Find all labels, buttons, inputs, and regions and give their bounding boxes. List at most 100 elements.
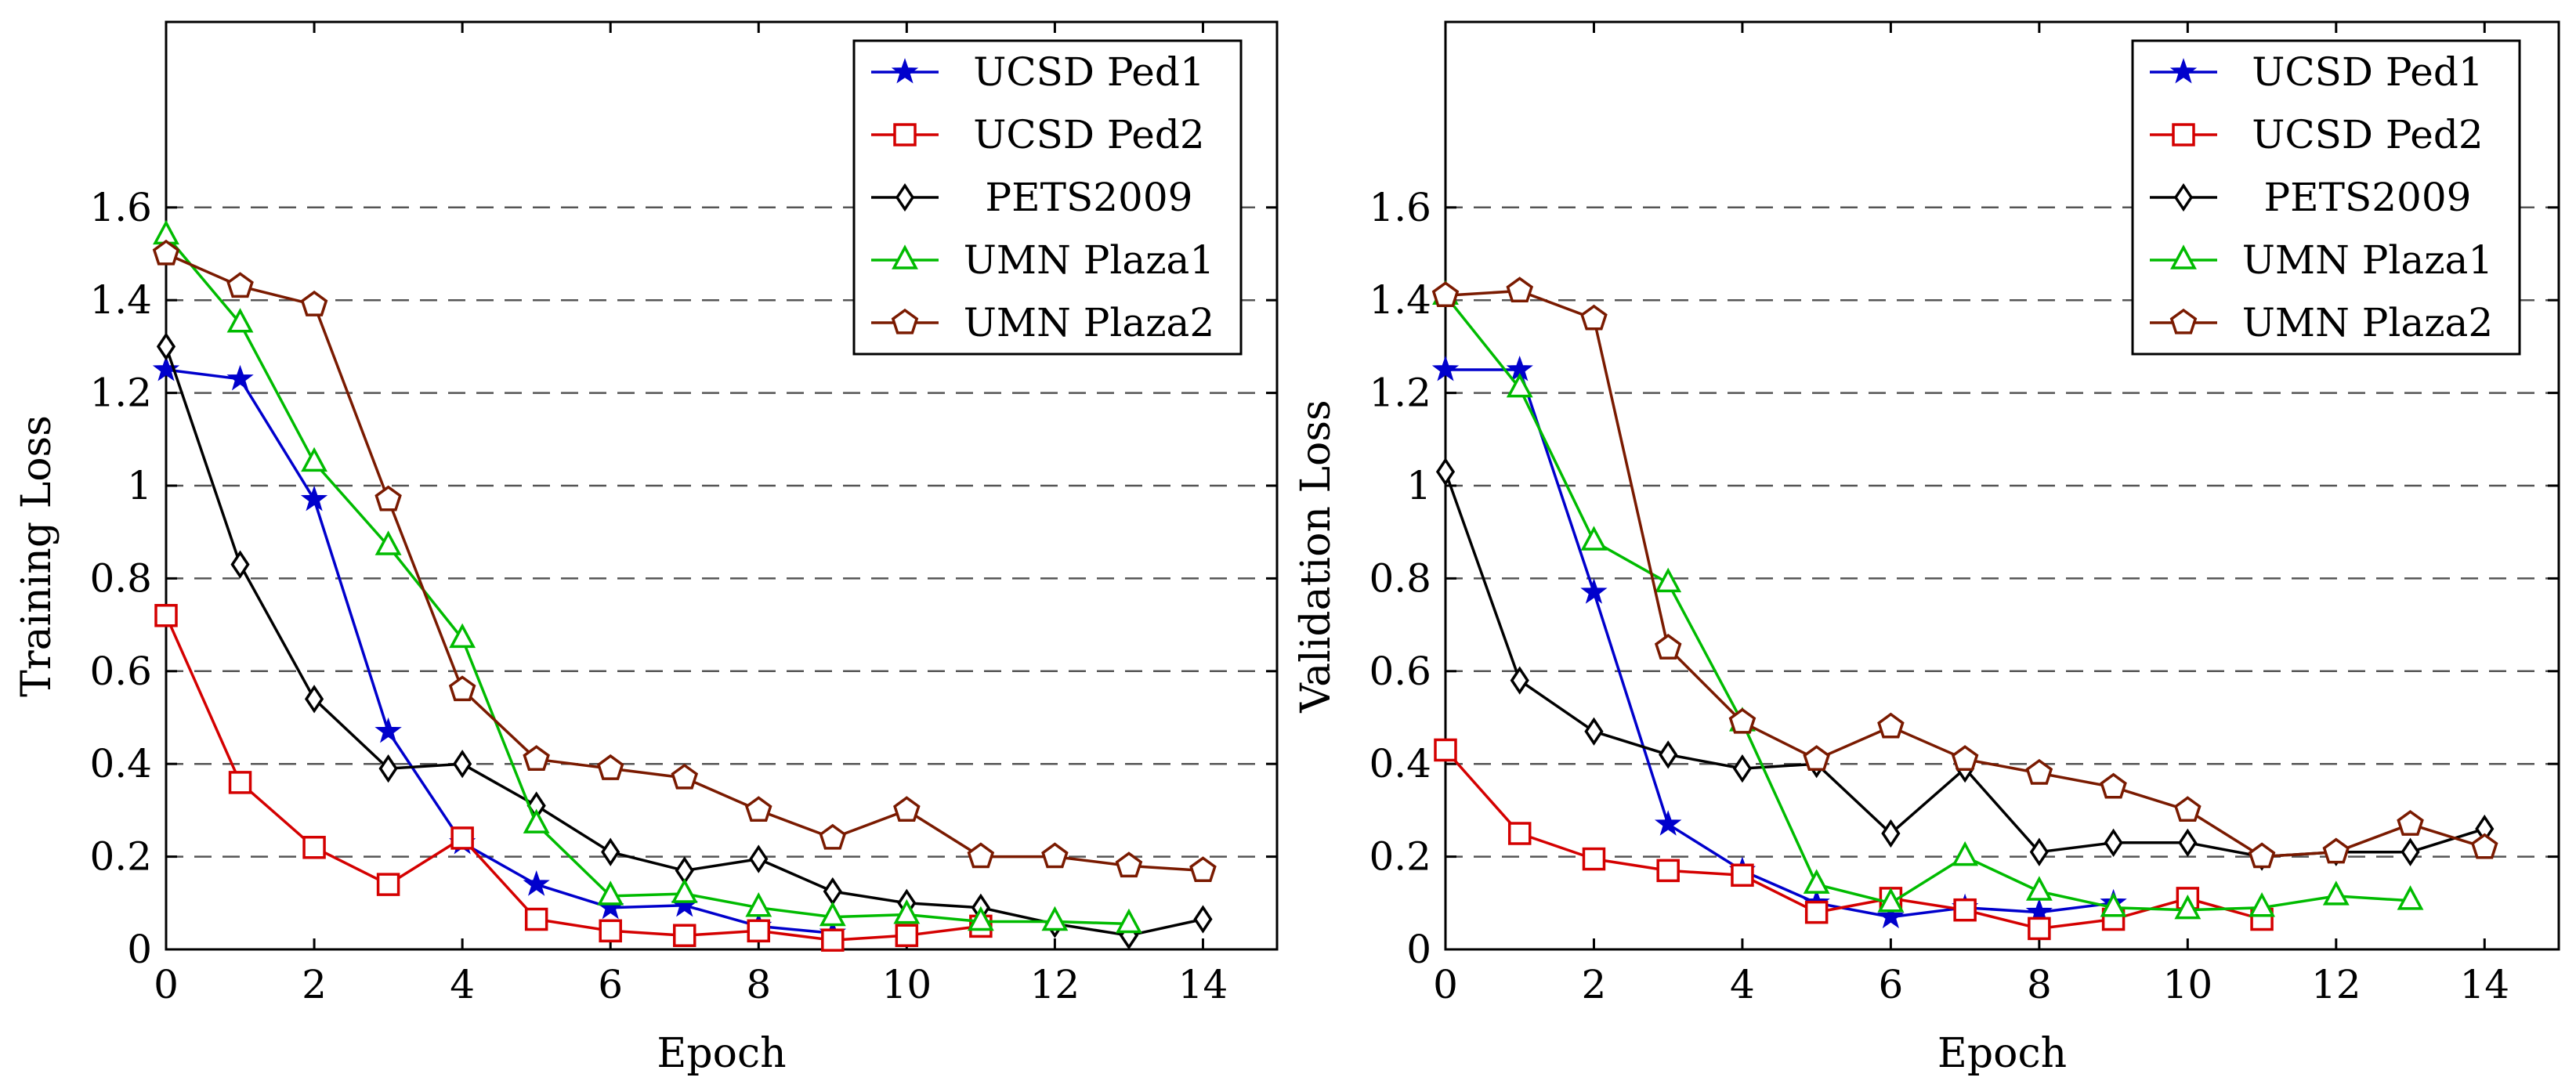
series-ucsd-ped1 — [1431, 355, 2127, 929]
data-point — [599, 919, 622, 943]
series-umn-plaza1 — [153, 219, 1142, 934]
series-ucsd-ped1 — [152, 355, 847, 945]
data-point — [2397, 885, 2424, 910]
y-tick-label: 0.6 — [89, 649, 152, 694]
data-point — [893, 796, 921, 822]
data-point — [300, 485, 328, 512]
data-point — [2470, 833, 2498, 859]
series-line — [165, 368, 833, 935]
data-point — [228, 771, 252, 794]
x-tick-label: 14 — [2459, 962, 2509, 1007]
data-point — [1877, 888, 1905, 913]
data-point — [376, 873, 400, 896]
data-point — [1435, 457, 1456, 486]
legend-marker — [895, 183, 915, 212]
data-point — [449, 623, 476, 649]
y-axis-label: Training Loss — [13, 415, 60, 697]
data-point — [2028, 916, 2051, 941]
y-tick-label: 0 — [1406, 927, 1431, 972]
data-point — [671, 763, 699, 790]
legend-label: UCSD Ped2 — [2252, 112, 2483, 157]
y-tick-label: 0.2 — [89, 834, 152, 880]
y-tick-label: 0.4 — [1369, 741, 1431, 786]
data-point — [1952, 841, 1979, 866]
y-tick-label: 0.4 — [89, 741, 152, 786]
data-point — [1115, 851, 1143, 878]
series-umn-plaza2 — [152, 239, 1217, 883]
legend-label: UMN Plaza2 — [964, 300, 1214, 345]
series-ucsd-ped2 — [154, 604, 993, 952]
data-point — [1804, 900, 1829, 924]
data-point — [523, 808, 550, 833]
y-tick-label: 1.4 — [1369, 277, 1431, 323]
series-line — [1444, 471, 2485, 859]
data-point — [1510, 666, 1529, 695]
x-axis-label: Epoch — [1937, 1030, 2067, 1077]
series-umn-plaza2 — [1431, 277, 2498, 869]
data-point — [2322, 880, 2350, 906]
data-point — [1580, 304, 1608, 331]
data-point — [523, 870, 550, 896]
y-tick-label: 1 — [127, 463, 152, 508]
data-point — [672, 924, 696, 947]
legend-label: UCSD Ped1 — [2252, 49, 2483, 95]
data-point — [2029, 837, 2049, 866]
y-tick-label: 0.6 — [1369, 649, 1431, 694]
data-point — [597, 880, 624, 906]
y-tick-label: 1.4 — [89, 277, 152, 323]
legend-marker — [2172, 123, 2195, 146]
data-point — [301, 446, 327, 472]
data-point — [1654, 810, 1682, 836]
data-point — [1041, 842, 1069, 869]
data-point — [1431, 355, 1460, 381]
data-point — [1580, 526, 1608, 551]
data-point — [1582, 847, 1606, 871]
data-point — [967, 906, 994, 931]
data-point — [1656, 859, 1680, 883]
data-point — [671, 878, 698, 903]
data-point — [2025, 758, 2053, 785]
data-point — [747, 919, 771, 943]
data-point — [1116, 908, 1142, 934]
validation-loss-chart: 0 0.2 0.4 0.6 0.8 1 1.2 1.4 1.6 0 2 4 6 8 10 12 14 Epoch V… — [1293, 20, 2560, 1077]
legend-marker — [891, 308, 919, 334]
data-point — [2025, 876, 2053, 901]
series-line — [1445, 368, 2114, 919]
data-point — [226, 272, 254, 298]
data-point — [2174, 796, 2202, 822]
data-point — [1881, 819, 1901, 848]
x-tick-label: 14 — [1178, 962, 1228, 1007]
legend-marker — [892, 244, 918, 269]
y-tick-label: 1.2 — [1369, 371, 1431, 416]
data-point — [893, 898, 921, 924]
data-point — [453, 750, 472, 779]
data-point — [1434, 738, 1457, 762]
data-point — [749, 844, 769, 873]
x-tick-label: 6 — [1878, 962, 1903, 1007]
data-point — [819, 823, 847, 850]
data-point — [378, 754, 398, 783]
y-tick-label: 0.8 — [89, 555, 152, 601]
data-point — [2104, 828, 2123, 857]
data-point — [2178, 828, 2198, 857]
data-point — [1877, 712, 1905, 739]
legend-marker — [2173, 183, 2194, 212]
x-tick-label: 10 — [882, 962, 932, 1007]
data-point — [156, 332, 176, 361]
legend-label: PETS2009 — [2264, 175, 2472, 220]
legend-label: UMN Plaza2 — [2242, 300, 2493, 345]
legend-marker — [893, 123, 917, 146]
y-axis-label: Validation Loss — [1293, 400, 1340, 713]
training-loss-chart: 0 0.2 0.4 0.6 0.8 1 1.2 1.4 1.6 0 2 4 6 8 10 12 14 Epoch T… — [13, 20, 1279, 1077]
data-point — [1731, 863, 1754, 888]
data-point — [2174, 894, 2202, 920]
series-line — [165, 234, 1129, 926]
data-point — [523, 745, 550, 771]
y-tick-label: 1.6 — [89, 185, 152, 230]
y-tick-label: 1 — [1406, 463, 1431, 508]
data-point — [1728, 707, 1757, 734]
x-tick-label: 10 — [2163, 962, 2213, 1007]
legend: UCSD Ped1 UCSD Ped2 PETS2009 UMN Plaza1 UMN … — [2131, 39, 2521, 356]
data-point — [1951, 745, 1979, 771]
